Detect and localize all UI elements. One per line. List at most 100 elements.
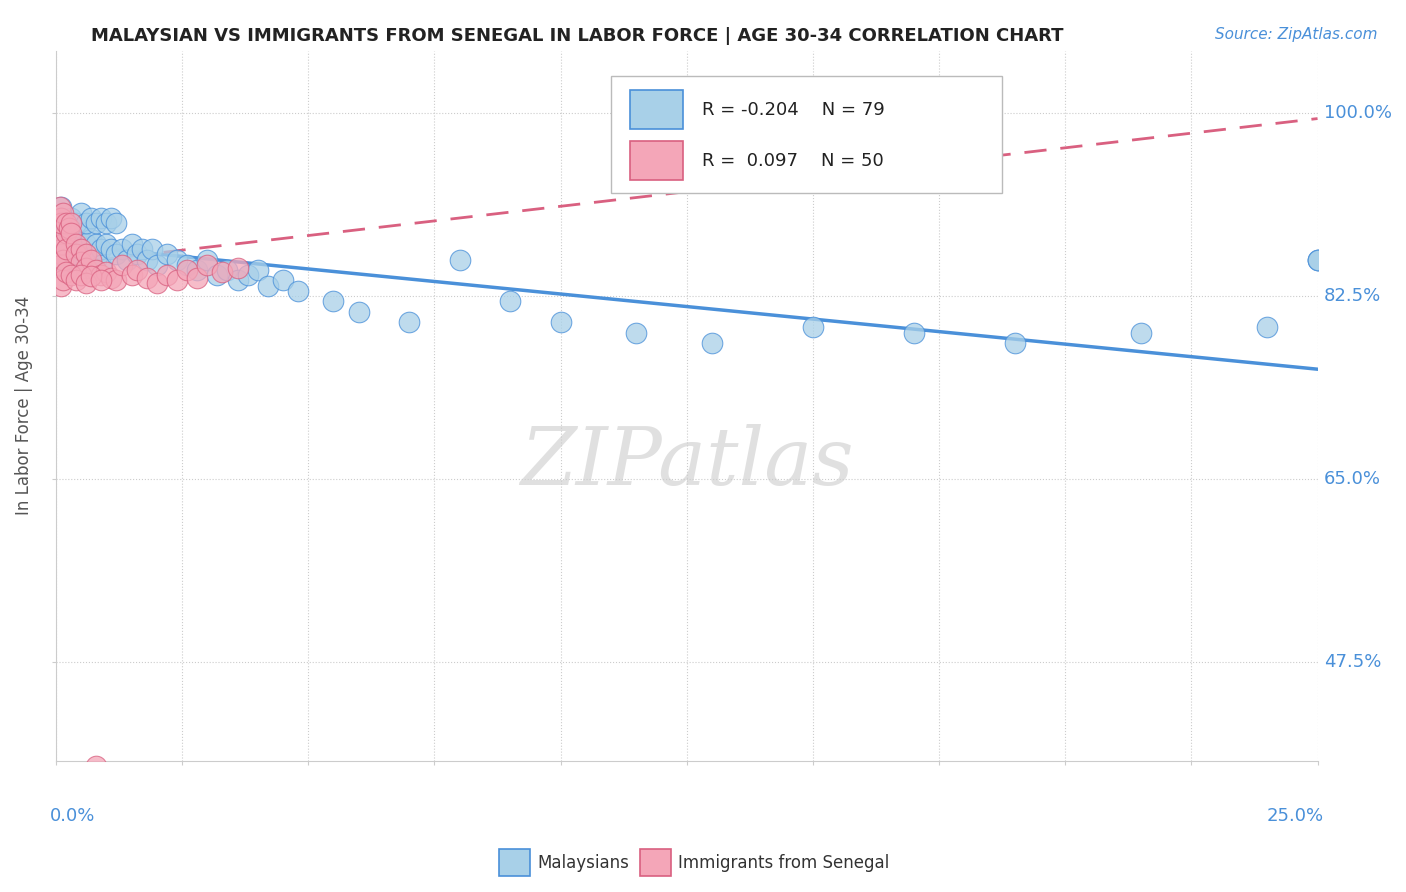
Point [246, 263, 269, 277]
Point [75, 276, 97, 290]
Point [156, 268, 179, 283]
Point [65, 273, 87, 287]
Point [226, 260, 249, 275]
Point [121, 268, 143, 283]
Point [60, 216, 83, 230]
Point [49, 216, 72, 230]
Point [49, 278, 72, 293]
Point [75, 236, 97, 251]
Point [75, 216, 97, 230]
Point [125, 263, 148, 277]
Text: 82.5%: 82.5% [1324, 287, 1381, 305]
Text: R =  0.097    N = 50: R = 0.097 N = 50 [702, 152, 883, 169]
Point [236, 268, 259, 283]
Point [96, 216, 118, 230]
Point [70, 242, 93, 256]
Point [70, 254, 93, 268]
Point [347, 305, 370, 319]
Point [550, 315, 572, 329]
Point [1129, 326, 1152, 340]
Point [80, 247, 103, 261]
Point [226, 273, 249, 287]
Point [75, 247, 97, 261]
Point [110, 242, 132, 256]
Point [55, 265, 77, 279]
Point [110, 258, 132, 272]
Point [700, 336, 723, 351]
Point [135, 252, 157, 267]
Point [58, 221, 80, 235]
Point [70, 268, 93, 283]
Point [90, 258, 112, 272]
Point [398, 315, 420, 329]
Point [80, 211, 103, 225]
Point [105, 247, 128, 261]
Point [65, 247, 87, 261]
Point [1306, 252, 1329, 267]
Point [84, 236, 107, 251]
Point [1256, 320, 1278, 334]
Point [52, 232, 75, 246]
Point [70, 242, 93, 256]
Text: Immigrants from Senegal: Immigrants from Senegal [678, 854, 889, 871]
Point [1306, 252, 1329, 267]
Point [176, 258, 198, 272]
Text: Malaysians: Malaysians [537, 854, 628, 871]
Point [100, 242, 122, 256]
Point [100, 271, 122, 285]
Point [1306, 252, 1329, 267]
Point [84, 263, 107, 277]
Point [55, 221, 77, 235]
Point [49, 200, 72, 214]
Point [96, 265, 118, 279]
Text: 0.0%: 0.0% [49, 807, 96, 825]
Point [499, 294, 522, 309]
Point [49, 247, 72, 261]
Point [186, 271, 208, 285]
Point [49, 242, 72, 256]
Point [51, 247, 73, 261]
Point [146, 276, 169, 290]
Bar [630, 141, 683, 180]
Point [135, 271, 157, 285]
Point [70, 205, 93, 219]
Bar [630, 90, 683, 128]
Point [49, 258, 72, 272]
Point [80, 269, 103, 284]
Point [626, 326, 648, 340]
Point [207, 268, 229, 283]
Point [90, 211, 112, 225]
Point [70, 221, 93, 235]
Text: ZIPatlas: ZIPatlas [520, 424, 853, 501]
Point [55, 236, 77, 251]
Point [51, 236, 73, 251]
Point [131, 242, 153, 256]
Point [60, 227, 83, 241]
Point [146, 258, 169, 272]
Point [186, 263, 208, 277]
Text: MALAYSIAN VS IMMIGRANTS FROM SENEGAL IN LABOR FORCE | AGE 30-34 CORRELATION CHAR: MALAYSIAN VS IMMIGRANTS FROM SENEGAL IN … [91, 27, 1064, 45]
Point [176, 263, 198, 277]
Point [60, 268, 83, 283]
Point [49, 236, 72, 251]
Point [55, 216, 77, 230]
Point [115, 252, 138, 267]
Point [60, 242, 83, 256]
Point [90, 268, 112, 283]
Point [52, 205, 75, 219]
Point [141, 242, 163, 256]
Point [56, 252, 79, 267]
Point [90, 242, 112, 256]
Point [287, 284, 309, 298]
Point [195, 258, 218, 272]
Point [58, 242, 80, 256]
Text: 25.0%: 25.0% [1267, 807, 1324, 825]
Text: R = -0.204    N = 79: R = -0.204 N = 79 [702, 101, 884, 119]
Point [65, 216, 87, 230]
Point [75, 260, 97, 275]
Point [55, 227, 77, 241]
Point [65, 232, 87, 246]
FancyBboxPatch shape [612, 76, 1002, 193]
Point [195, 252, 218, 267]
Point [257, 278, 280, 293]
